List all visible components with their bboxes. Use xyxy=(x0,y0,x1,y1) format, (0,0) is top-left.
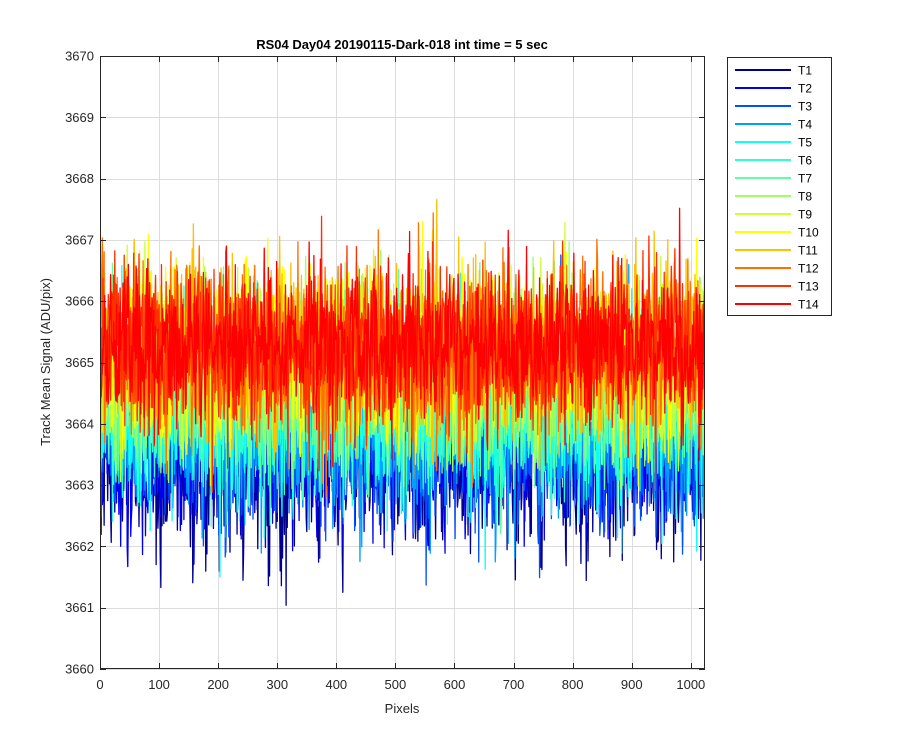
legend-item-t5[interactable]: T5 xyxy=(735,136,812,150)
x-tick-label: 800 xyxy=(562,677,584,692)
legend-label: T4 xyxy=(798,118,812,132)
x-tick-label: 0 xyxy=(96,677,103,692)
y-tick-label: 3668 xyxy=(65,171,94,186)
y-tick-label: 3666 xyxy=(65,294,94,309)
x-tick-label: 600 xyxy=(444,677,466,692)
x-tick-label: 100 xyxy=(148,677,170,692)
x-tick-label: 400 xyxy=(325,677,347,692)
y-tick-label: 3670 xyxy=(65,49,94,64)
chart-title: RS04 Day04 20190115-Dark-018 int time = … xyxy=(256,37,548,52)
legend-item-t12[interactable]: T12 xyxy=(735,262,819,276)
legend-item-t7[interactable]: T7 xyxy=(735,172,812,186)
legend-label: T9 xyxy=(798,208,812,222)
y-axis: 3660 3661 3662 3663 3664 3665 3666 3667 3668 3669… xyxy=(65,49,705,677)
legend-item-t1[interactable]: T1 xyxy=(735,64,812,78)
y-axis-label: Track Mean Signal (ADU/pix) xyxy=(38,278,53,446)
legend-item-t2[interactable]: T2 xyxy=(735,82,812,96)
legend-label: T6 xyxy=(798,154,812,168)
legend-label: T5 xyxy=(798,136,812,150)
y-tick-label: 3667 xyxy=(65,232,94,247)
legend-item-t13[interactable]: T13 xyxy=(735,280,819,294)
legend[interactable]: T1 T2 T3 T4 T5 T6 T7 T8 T9 T10 T11 T12 T13 T14 xyxy=(727,57,832,316)
legend-label: T3 xyxy=(798,100,812,114)
plot-frame xyxy=(100,56,705,669)
x-tick-label: 200 xyxy=(207,677,229,692)
x-axis-label: Pixels xyxy=(385,701,420,716)
x-tick-label: 700 xyxy=(503,677,525,692)
legend-label: T7 xyxy=(798,172,812,186)
x-axis: 0 100 200 300 400 500 600 700 800 900 1000 xyxy=(96,56,705,692)
legend-label: T2 xyxy=(798,82,812,96)
legend-label: T1 xyxy=(798,64,812,78)
legend-label: T8 xyxy=(798,190,812,204)
legend-label: T12 xyxy=(798,262,819,276)
y-tick-label: 3661 xyxy=(65,600,94,615)
series-layer xyxy=(100,198,705,606)
legend-item-t14[interactable]: T14 xyxy=(735,298,819,312)
y-tick-label: 3662 xyxy=(65,539,94,554)
x-tick-label: 1000 xyxy=(676,677,705,692)
legend-item-t6[interactable]: T6 xyxy=(735,154,812,168)
legend-item-t11[interactable]: T11 xyxy=(735,244,818,258)
legend-label: T10 xyxy=(798,226,819,240)
legend-label: T11 xyxy=(798,244,818,258)
x-tick-label: 300 xyxy=(266,677,288,692)
legend-label: T13 xyxy=(798,280,819,294)
legend-item-t4[interactable]: T4 xyxy=(735,118,812,132)
legend-item-t8[interactable]: T8 xyxy=(735,190,812,204)
legend-item-t9[interactable]: T9 xyxy=(735,208,812,222)
y-tick-label: 3669 xyxy=(65,110,94,125)
series-line-t14 xyxy=(100,207,705,468)
y-tick-label: 3665 xyxy=(65,355,94,370)
y-tick-label: 3663 xyxy=(65,478,94,493)
y-tick-label: 3660 xyxy=(65,662,94,677)
x-tick-label: 500 xyxy=(385,677,407,692)
legend-box xyxy=(727,57,832,316)
y-tick-label: 3664 xyxy=(65,416,94,431)
legend-item-t3[interactable]: T3 xyxy=(735,100,812,114)
legend-label: T14 xyxy=(798,298,819,312)
legend-item-t10[interactable]: T10 xyxy=(735,226,819,240)
x-tick-label: 900 xyxy=(621,677,643,692)
